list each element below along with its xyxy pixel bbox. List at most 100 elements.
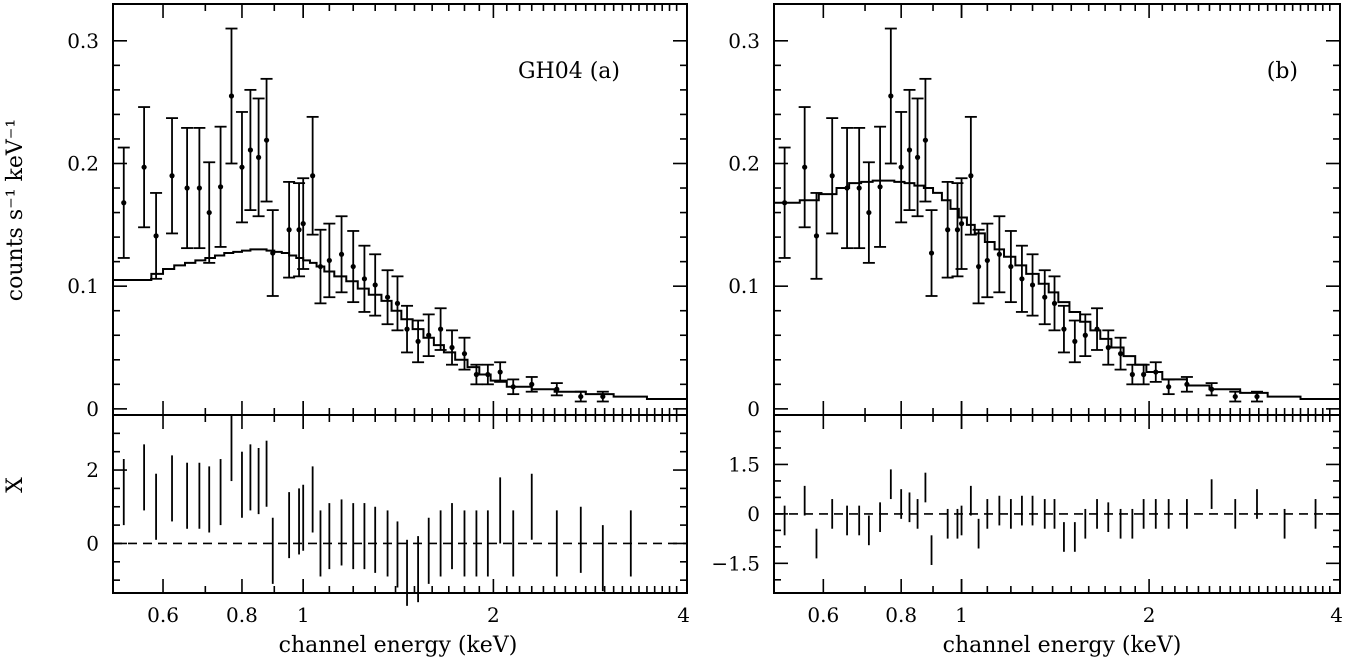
model-curve: [774, 179, 1340, 401]
data-point: [898, 164, 904, 170]
x-tick-label: 0.8: [226, 603, 258, 627]
data-point: [350, 263, 356, 270]
data-point: [372, 282, 378, 288]
data-point: [296, 227, 302, 233]
data-point: [426, 332, 432, 338]
data-point: [996, 251, 1002, 257]
data-point: [1061, 326, 1067, 332]
data-point: [361, 276, 368, 282]
x-tick-label: 1: [297, 603, 310, 627]
data-point: [877, 184, 883, 190]
data-point: [338, 251, 345, 257]
x-axis-label-b: channel energy (keV): [943, 633, 1182, 658]
data-point: [1166, 384, 1172, 390]
x-tick-label: 0.6: [807, 603, 839, 627]
data-point: [196, 185, 202, 191]
data-point: [415, 338, 421, 344]
data-point: [906, 147, 913, 153]
plot-frame: [773, 3, 1341, 594]
data-point: [263, 137, 270, 143]
data-point: [326, 257, 332, 264]
data-point: [1082, 332, 1088, 338]
data-point: [866, 209, 872, 216]
y-tick-label: 0.3: [728, 29, 760, 53]
data-point: [217, 184, 224, 190]
data-point: [404, 326, 410, 332]
resid-y-tick-label: 0: [747, 502, 760, 526]
data-point: [829, 173, 835, 179]
y-tick-label: 0.2: [728, 151, 760, 175]
x-tick-label: 1: [955, 603, 968, 627]
plot-frame: [112, 3, 688, 594]
y-tick-label: 0: [86, 397, 99, 421]
data-point: [206, 209, 212, 216]
data-point: [968, 173, 974, 179]
data-point: [1232, 393, 1238, 400]
data-point: [300, 221, 306, 227]
data-point: [394, 300, 401, 306]
data-point: [1105, 344, 1111, 351]
data-point: [461, 351, 468, 357]
data-point: [449, 344, 455, 351]
panel-a: 0.6 0.8 1 2 4 0 0.1 0.2 0.3 0 2 GH04 (a): [67, 3, 690, 627]
data-point: [1029, 282, 1036, 288]
data-point: [928, 250, 935, 256]
y-tick-label: 0.1: [67, 274, 99, 298]
panel-title: GH04 (a): [518, 59, 620, 84]
resid-y-tick-label: −1.5: [711, 551, 760, 575]
x-tick-label: 2: [1143, 603, 1156, 627]
data-point: [1042, 294, 1048, 300]
data-point: [1129, 371, 1135, 378]
data-point: [856, 185, 862, 191]
data-point: [473, 371, 480, 378]
resid-y-tick-label: 0: [86, 531, 99, 555]
panel-b: 0.6 0.8 1 2 4 0 0.1 0.2 0.3 −1.5 0 1.5 (b): [711, 3, 1343, 627]
data-point: [958, 221, 965, 227]
data-point: [497, 369, 503, 375]
data-point: [945, 227, 951, 233]
data-point: [914, 154, 921, 160]
data-point: [1141, 371, 1147, 378]
panel-title: (b): [1267, 59, 1298, 84]
x-tick-label: 2: [487, 603, 500, 627]
x-tick-label: 4: [677, 603, 690, 627]
data-point: [384, 294, 391, 300]
y-axis-label-counts: counts s⁻¹ keV⁻¹: [3, 119, 28, 301]
data-point: [888, 93, 894, 99]
y-tick-label: 0.3: [67, 29, 99, 53]
data-point: [256, 154, 262, 160]
data-point: [802, 164, 808, 170]
data-point: [286, 227, 292, 233]
data-point: [984, 257, 990, 264]
data-point: [975, 263, 982, 270]
data-point: [247, 147, 254, 153]
data-point: [1008, 263, 1014, 270]
x-tick-label: 0.8: [885, 603, 917, 627]
data-point: [239, 164, 245, 170]
data-point: [141, 164, 147, 170]
data-point: [1254, 393, 1260, 400]
data-point: [1051, 300, 1058, 306]
y-tick-label: 0: [747, 397, 760, 421]
data-point: [529, 381, 535, 387]
data-point: [228, 93, 235, 99]
y-tick-label: 0.2: [67, 151, 99, 175]
x-tick-label: 0.6: [147, 603, 179, 627]
data-point: [121, 200, 127, 206]
data-point: [922, 137, 929, 143]
data-point: [813, 233, 820, 239]
data-point: [438, 326, 444, 332]
resid-y-tick-label: 1.5: [728, 452, 760, 476]
model-curve: [113, 248, 687, 401]
data-point: [153, 233, 159, 239]
data-point: [954, 227, 961, 233]
data-point: [600, 393, 606, 400]
x-axis-label-a: channel energy (keV): [279, 633, 518, 658]
data-point: [184, 185, 190, 191]
y-tick-label: 0.1: [728, 274, 760, 298]
data-point: [310, 173, 316, 179]
x-tick-label: 4: [1330, 603, 1343, 627]
resid-y-tick-label: 2: [86, 458, 99, 482]
y-axis-label-chi: X: [3, 477, 28, 493]
